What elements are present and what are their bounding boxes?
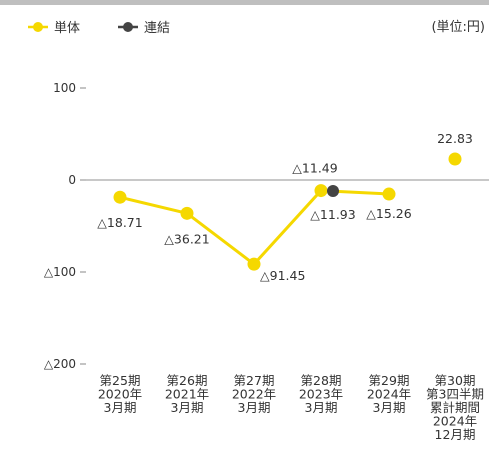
data-point-tantai <box>448 152 462 166</box>
series-layer: △18.71 △36.21 △91.45 △11.49 △15.26 22.83 △11.9… <box>97 131 473 283</box>
x-tick-label: 第28期 2023年 3月期 <box>299 373 343 415</box>
x-tick-label: 第29期 2024年 3月期 <box>367 373 411 415</box>
y-tick-label: △100 <box>44 265 76 279</box>
data-label-tantai: △11.49 <box>292 161 337 176</box>
x-tick-label-line: 2024年 <box>367 387 411 402</box>
legend-marker <box>33 22 43 32</box>
legend: 単体 連結 <box>28 20 170 36</box>
x-tick-label-line: 3月期 <box>373 400 406 415</box>
x-tick-label: 第27期 2022年 3月期 <box>232 373 276 415</box>
data-point-renketsu <box>327 184 339 197</box>
x-tick-label-line: 第29期 <box>369 373 410 388</box>
series-line-tantai <box>119 189 390 266</box>
data-label-tantai: △15.26 <box>366 206 411 221</box>
data-label-tantai: △36.21 <box>164 231 209 246</box>
x-tick-label-line: 第25期 <box>100 373 141 388</box>
top-border <box>0 0 489 5</box>
x-tick-label-line: 第28期 <box>301 373 342 388</box>
x-tick-label: 第30期第3四半期累計期間 2024年 12月期 <box>426 373 484 442</box>
data-label-tantai: 22.83 <box>437 131 473 146</box>
x-tick-label-line: 3月期 <box>305 400 338 415</box>
x-tick-label-line: 3月期 <box>104 400 137 415</box>
data-point-tantai <box>314 184 328 198</box>
x-tick-label-line: 2023年 <box>299 387 343 402</box>
data-point-tantai <box>247 257 261 271</box>
y-tick-label: 100 <box>53 81 76 95</box>
data-point-tantai <box>180 206 194 220</box>
unit-label: (単位:円) <box>431 19 485 35</box>
y-tick-label: △200 <box>44 357 76 371</box>
y-tick-label: 0 <box>68 173 76 187</box>
data-label-tantai: △18.71 <box>97 215 142 230</box>
legend-marker <box>123 22 133 32</box>
x-tick-label-line: 3月期 <box>171 400 204 415</box>
data-point-tantai <box>113 190 127 204</box>
x-tick-label: 第26期 2021年 3月期 <box>165 373 209 415</box>
y-axis: 100 0 △100 △200 <box>44 81 86 371</box>
x-tick-label-line: 3月期 <box>238 400 271 415</box>
x-tick-label-line: 2020年 <box>98 387 142 402</box>
x-tick-label-line: 2022年 <box>232 387 276 402</box>
legend-label: 連結 <box>144 21 170 36</box>
data-point-tantai <box>382 187 396 201</box>
x-tick-label: 第25期 2020年 3月期 <box>98 373 142 415</box>
x-tick-label-line: 第3四半期 <box>426 387 484 402</box>
data-label-tantai: △91.45 <box>260 268 305 283</box>
x-tick-label-line: 2021年 <box>165 387 209 402</box>
x-tick-label-line: 第26期 <box>167 373 208 388</box>
legend-label: 単体 <box>54 20 80 36</box>
x-tick-label-line: 第30期 <box>435 373 476 388</box>
x-tick-label-line: 12月期 <box>435 427 476 442</box>
x-tick-label-line: 2024年 <box>433 414 477 429</box>
data-label-renketsu: △11.93 <box>310 207 355 222</box>
x-tick-label-line: 第27期 <box>234 373 275 388</box>
x-tick-label-line: 累計期間 <box>430 400 480 415</box>
